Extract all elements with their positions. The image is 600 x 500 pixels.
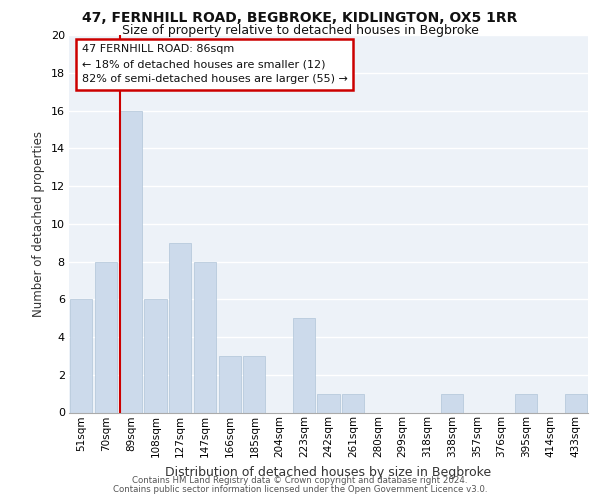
Text: Contains HM Land Registry data © Crown copyright and database right 2024.: Contains HM Land Registry data © Crown c…	[132, 476, 468, 485]
Bar	[169, 242, 191, 412]
Text: 47, FERNHILL ROAD, BEGBROKE, KIDLINGTON, OX5 1RR: 47, FERNHILL ROAD, BEGBROKE, KIDLINGTON,…	[82, 12, 518, 26]
Bar	[194, 262, 216, 412]
Bar	[243, 356, 265, 412]
Text: Size of property relative to detached houses in Begbroke: Size of property relative to detached ho…	[122, 24, 478, 37]
Y-axis label: Number of detached properties: Number of detached properties	[32, 130, 45, 317]
Bar	[145, 299, 167, 412]
Bar	[95, 262, 117, 412]
Bar	[218, 356, 241, 412]
Bar	[70, 299, 92, 412]
Bar	[441, 394, 463, 412]
Text: Contains public sector information licensed under the Open Government Licence v3: Contains public sector information licen…	[113, 484, 487, 494]
Bar	[317, 394, 340, 412]
Bar	[515, 394, 538, 412]
Bar	[565, 394, 587, 412]
Bar	[119, 110, 142, 412]
Bar	[342, 394, 364, 412]
Bar	[293, 318, 315, 412]
X-axis label: Distribution of detached houses by size in Begbroke: Distribution of detached houses by size …	[166, 466, 491, 478]
Text: 47 FERNHILL ROAD: 86sqm
← 18% of detached houses are smaller (12)
82% of semi-de: 47 FERNHILL ROAD: 86sqm ← 18% of detache…	[82, 44, 348, 84]
